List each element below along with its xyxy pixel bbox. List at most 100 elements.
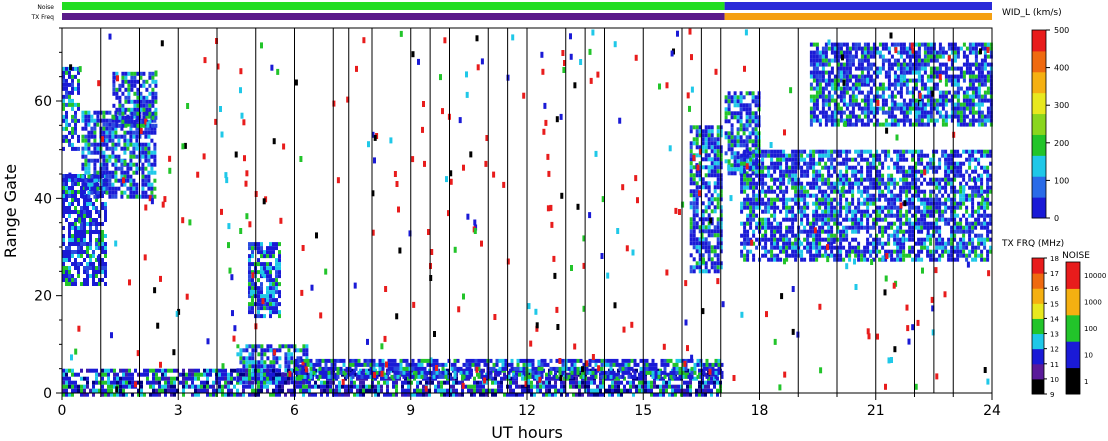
echo-cell (125, 392, 128, 397)
echo-cell (869, 185, 873, 190)
echo-cell (974, 249, 978, 254)
echo-cell (77, 138, 80, 143)
echo-cell (935, 245, 939, 250)
echo-cell (748, 139, 752, 144)
echo-cell (890, 193, 894, 198)
echo-cell (428, 380, 431, 385)
echo-cell (305, 384, 308, 389)
echo-cell (761, 169, 765, 174)
echo-cell (977, 233, 981, 238)
echo-cell (81, 146, 85, 151)
echo-cell (569, 384, 572, 389)
echo-cell (600, 366, 604, 371)
echo-cell (938, 225, 942, 230)
echo-cell (899, 225, 903, 230)
echo-cell (751, 139, 755, 144)
echo-cell (878, 229, 882, 234)
echo-cell (770, 245, 774, 250)
echo-cell (794, 233, 798, 238)
echo-cell (713, 145, 717, 150)
echo-cell (131, 392, 134, 397)
echo-cell (127, 107, 131, 112)
echo-cell (503, 372, 506, 377)
echo-cell (803, 213, 807, 218)
echo-cell (742, 139, 746, 144)
echo-cell (95, 376, 98, 381)
echo-cell (842, 237, 846, 242)
echo-cell (278, 290, 281, 295)
echo-cell (733, 135, 737, 140)
echo-cell (287, 388, 290, 393)
echo-cell (147, 162, 151, 167)
echo-cell (803, 201, 807, 206)
echo-cell (711, 362, 715, 367)
echo-cell (751, 159, 755, 164)
echo-cell (133, 99, 137, 104)
echo-cell (242, 380, 246, 385)
echo-cell (266, 372, 269, 377)
echo-cell (129, 138, 133, 143)
echo-cell (959, 197, 963, 202)
echo-cell (387, 370, 391, 375)
echo-cell (369, 362, 373, 367)
echo-cell (509, 388, 512, 393)
echo-cell (818, 217, 822, 222)
echo-cell (309, 370, 313, 375)
echo-cell (200, 372, 203, 377)
echo-cell (938, 233, 942, 238)
echo-cell (93, 122, 97, 127)
echo-cell (95, 210, 98, 214)
echo-cell (752, 241, 756, 246)
echo-cell (755, 205, 759, 210)
echo-cell (678, 366, 682, 371)
echo-cell (908, 205, 912, 210)
echo-cell (221, 384, 224, 389)
echo-cell (752, 253, 756, 258)
echo-cell (751, 111, 755, 116)
echo-cell (80, 230, 83, 234)
echo-cell (108, 194, 112, 199)
echo-cell (129, 186, 133, 191)
echo-cell (456, 366, 460, 371)
echo-cell (716, 157, 720, 162)
echo-cell (191, 384, 194, 389)
echo-cell (242, 384, 245, 389)
echo-cell (974, 165, 978, 170)
echo-cell (929, 197, 933, 202)
echo-cell (612, 370, 616, 375)
echo-cell (935, 229, 939, 234)
echo-cell (956, 161, 960, 166)
echo-cell (971, 225, 975, 230)
echo-cell (127, 99, 131, 104)
echo-cell (890, 205, 894, 210)
echo-cell (98, 388, 101, 393)
echo-cell (938, 177, 942, 182)
echo-cell (935, 165, 939, 170)
echo-cell (200, 380, 203, 385)
echo-cell (815, 161, 819, 166)
echo-cell (266, 290, 269, 295)
echo-cell (926, 225, 930, 230)
echo-cell (794, 249, 798, 254)
echo-cell (71, 368, 74, 373)
echo-cell (378, 370, 382, 375)
echo-cell (875, 245, 879, 250)
echo-cell (145, 99, 149, 104)
echo-cell (761, 201, 765, 206)
echo-cell (698, 261, 702, 266)
echo-cell (887, 197, 891, 202)
echo-cell (953, 201, 957, 206)
echo-cell (263, 270, 266, 275)
echo-cell (137, 372, 140, 377)
echo-cell (968, 173, 972, 178)
echo-cell (713, 185, 717, 190)
echo-cell (836, 249, 840, 254)
echo-cell (745, 107, 749, 112)
echo-cell (330, 374, 334, 379)
echo-cell (716, 169, 720, 174)
echo-cell (105, 174, 109, 179)
echo-cell (330, 358, 334, 363)
echo-cell (809, 181, 813, 186)
echo-cell (878, 161, 882, 166)
echo-cell (815, 245, 819, 250)
